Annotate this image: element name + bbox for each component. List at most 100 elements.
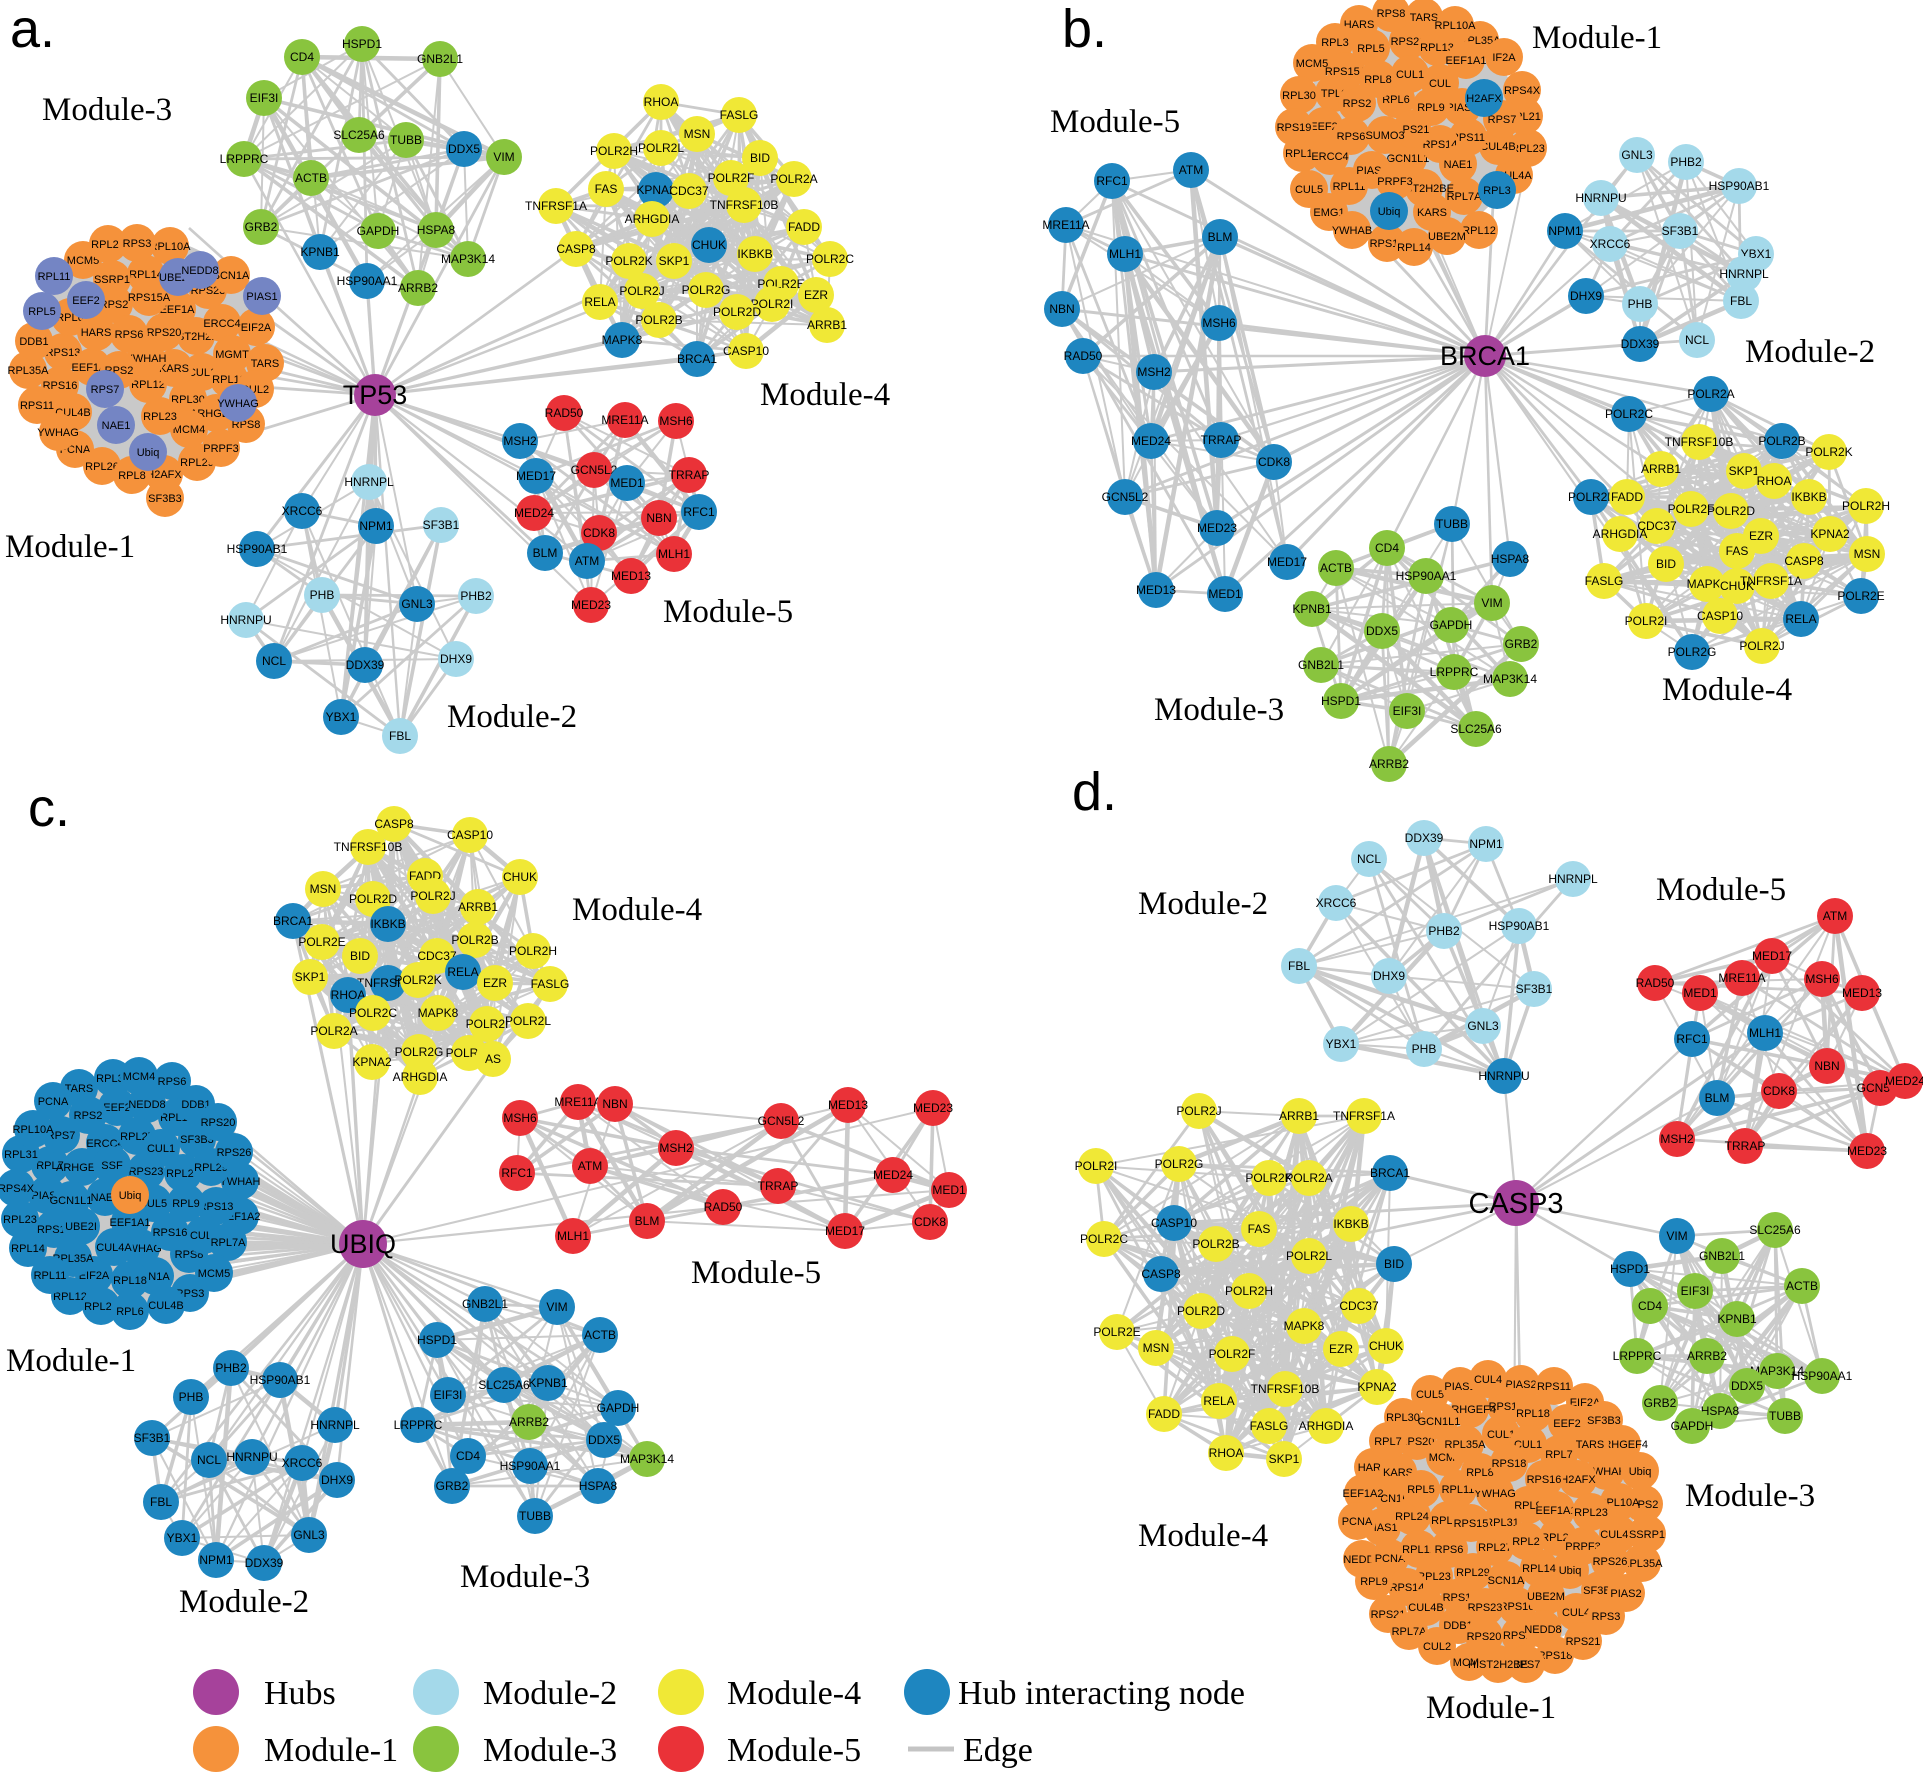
svg-text:POLR2E: POLR2E (1093, 1325, 1140, 1339)
svg-text:POLR2E: POLR2E (1837, 589, 1884, 603)
svg-text:EEF1A2: EEF1A2 (1343, 1488, 1384, 1500)
svg-text:ARHGEF4: ARHGEF4 (1444, 1404, 1496, 1416)
svg-text:FASLG: FASLG (531, 977, 570, 991)
svg-text:RPS6: RPS6 (1435, 1544, 1464, 1556)
svg-text:Ubiq: Ubiq (1559, 1565, 1582, 1577)
svg-text:CUL1: CUL1 (147, 1143, 175, 1155)
svg-text:RPL11: RPL11 (1442, 1484, 1475, 1496)
svg-text:CUL4B: CUL4B (1408, 1602, 1443, 1614)
svg-text:DDB1: DDB1 (181, 1099, 210, 1111)
svg-text:TUBB: TUBB (1436, 517, 1468, 531)
svg-text:GCN5L2: GCN5L2 (758, 1114, 805, 1128)
svg-text:EIF2A: EIF2A (79, 1270, 110, 1282)
svg-text:MSH2: MSH2 (659, 1141, 693, 1155)
svg-text:TNFRSF10B: TNFRSF10B (710, 198, 779, 212)
svg-text:HSPA8: HSPA8 (579, 1479, 618, 1493)
svg-text:VIM: VIM (546, 1300, 567, 1314)
svg-text:HSPD1: HSPD1 (1610, 1262, 1650, 1276)
svg-text:RPL10A: RPL10A (150, 241, 192, 253)
svg-text:POLR2G: POLR2G (1155, 1157, 1204, 1171)
svg-text:SLC25A6: SLC25A6 (478, 1378, 530, 1392)
svg-text:NPM1: NPM1 (1469, 837, 1503, 851)
svg-text:PIAS2: PIAS2 (1610, 1588, 1641, 1600)
svg-text:EEF1A1: EEF1A1 (1446, 55, 1487, 67)
svg-text:POLR2G: POLR2G (395, 1045, 444, 1059)
svg-text:H2AFX: H2AFX (1560, 1474, 1596, 1486)
svg-text:FBL: FBL (1730, 294, 1752, 308)
svg-text:FAS: FAS (595, 182, 618, 196)
svg-text:RPS3: RPS3 (123, 238, 152, 250)
svg-text:MCM4: MCM4 (173, 424, 205, 436)
svg-text:RPL7: RPL7 (1374, 1436, 1402, 1448)
svg-text:MED23: MED23 (913, 1101, 953, 1115)
svg-text:CDK8: CDK8 (1763, 1084, 1795, 1098)
svg-text:RPL7A: RPL7A (211, 1237, 247, 1249)
svg-text:ARRB1: ARRB1 (1279, 1109, 1319, 1123)
svg-text:BLM: BLM (533, 546, 558, 560)
svg-text:KPNB1: KPNB1 (1292, 602, 1332, 616)
svg-text:RPL7A: RPL7A (1392, 1626, 1428, 1638)
svg-text:MCM4: MCM4 (123, 1071, 155, 1083)
svg-text:HNRNPL: HNRNPL (310, 1418, 360, 1432)
svg-text:LRPPRC: LRPPRC (1430, 665, 1479, 679)
svg-text:CUL5: CUL5 (1416, 1389, 1444, 1401)
svg-text:RPL12: RPL12 (1462, 225, 1496, 237)
svg-text:RPL31: RPL31 (1485, 1517, 1519, 1529)
svg-text:NCL: NCL (262, 654, 286, 668)
svg-text:NBN: NBN (1049, 302, 1074, 316)
svg-text:CD4: CD4 (290, 50, 314, 64)
svg-text:RPS4X: RPS4X (1504, 85, 1541, 97)
svg-text:POLR2C: POLR2C (349, 1006, 397, 1020)
svg-text:SKP1: SKP1 (659, 254, 690, 268)
svg-text:RPS18: RPS18 (1538, 1650, 1573, 1662)
svg-text:GNB2L1: GNB2L1 (462, 1297, 508, 1311)
svg-text:POLR2J: POLR2J (1739, 639, 1784, 653)
svg-text:RPS6: RPS6 (1337, 131, 1366, 143)
svg-text:POLR2F: POLR2F (1209, 1347, 1256, 1361)
svg-text:CASP10: CASP10 (447, 828, 493, 842)
svg-text:MAPK8: MAPK8 (1687, 577, 1728, 591)
svg-text:RAD50: RAD50 (1636, 976, 1675, 990)
svg-text:Module-4: Module-4 (760, 377, 890, 413)
svg-text:UBE2M: UBE2M (1428, 231, 1466, 243)
svg-text:EEF2: EEF2 (1310, 121, 1338, 133)
svg-text:RPS16: RPS16 (1527, 1474, 1562, 1486)
svg-text:TUBB: TUBB (1769, 1409, 1801, 1423)
svg-text:EIF3I: EIF3I (1393, 704, 1422, 718)
svg-text:CDC37: CDC37 (669, 184, 709, 198)
svg-text:EMG1: EMG1 (1313, 207, 1344, 219)
svg-text:RPL8: RPL8 (1466, 1467, 1494, 1479)
svg-text:BID: BID (350, 949, 370, 963)
svg-text:CASP10: CASP10 (1151, 1216, 1197, 1230)
svg-text:RPL11: RPL11 (34, 1270, 67, 1282)
svg-text:YBX1: YBX1 (326, 710, 357, 724)
svg-text:EZR: EZR (1329, 1342, 1353, 1356)
svg-text:POLR2F: POLR2F (708, 171, 755, 185)
svg-text:HNRNPL: HNRNPL (1719, 267, 1769, 281)
svg-text:EIF3I: EIF3I (434, 1388, 463, 1402)
svg-text:EEF1A1: EEF1A1 (1536, 1505, 1577, 1517)
svg-text:MRE11A: MRE11A (601, 413, 648, 427)
svg-text:MED13: MED13 (828, 1098, 868, 1112)
svg-text:Module-5: Module-5 (663, 594, 793, 630)
svg-text:HSP90AB1: HSP90AB1 (227, 542, 288, 556)
svg-text:DHX9: DHX9 (1373, 969, 1405, 983)
svg-text:CUL1: CUL1 (1487, 1429, 1515, 1441)
svg-text:POLR2A: POLR2A (310, 1024, 357, 1038)
svg-text:DDX39: DDX39 (1405, 831, 1444, 845)
svg-text:MED24: MED24 (873, 1168, 913, 1182)
svg-text:NBN: NBN (602, 1097, 627, 1111)
svg-text:CASP10: CASP10 (1697, 609, 1743, 623)
svg-text:RPS20: RPS20 (147, 327, 182, 339)
svg-text:NEDD8: NEDD8 (128, 1099, 165, 1111)
svg-text:SLC25A6: SLC25A6 (333, 128, 385, 142)
svg-text:RPL31: RPL31 (4, 1149, 38, 1161)
svg-text:GRB2: GRB2 (1644, 1396, 1677, 1410)
svg-text:PRPF3: PRPF3 (203, 443, 238, 455)
svg-text:MRE11A: MRE11A (554, 1095, 601, 1109)
svg-text:POLR2J: POLR2J (619, 284, 664, 298)
svg-text:RPL23: RPL23 (143, 411, 177, 423)
svg-text:PRPF3: PRPF3 (1377, 176, 1412, 188)
svg-text:FADD: FADD (1611, 490, 1643, 504)
svg-text:SF3B1: SF3B1 (423, 518, 460, 532)
